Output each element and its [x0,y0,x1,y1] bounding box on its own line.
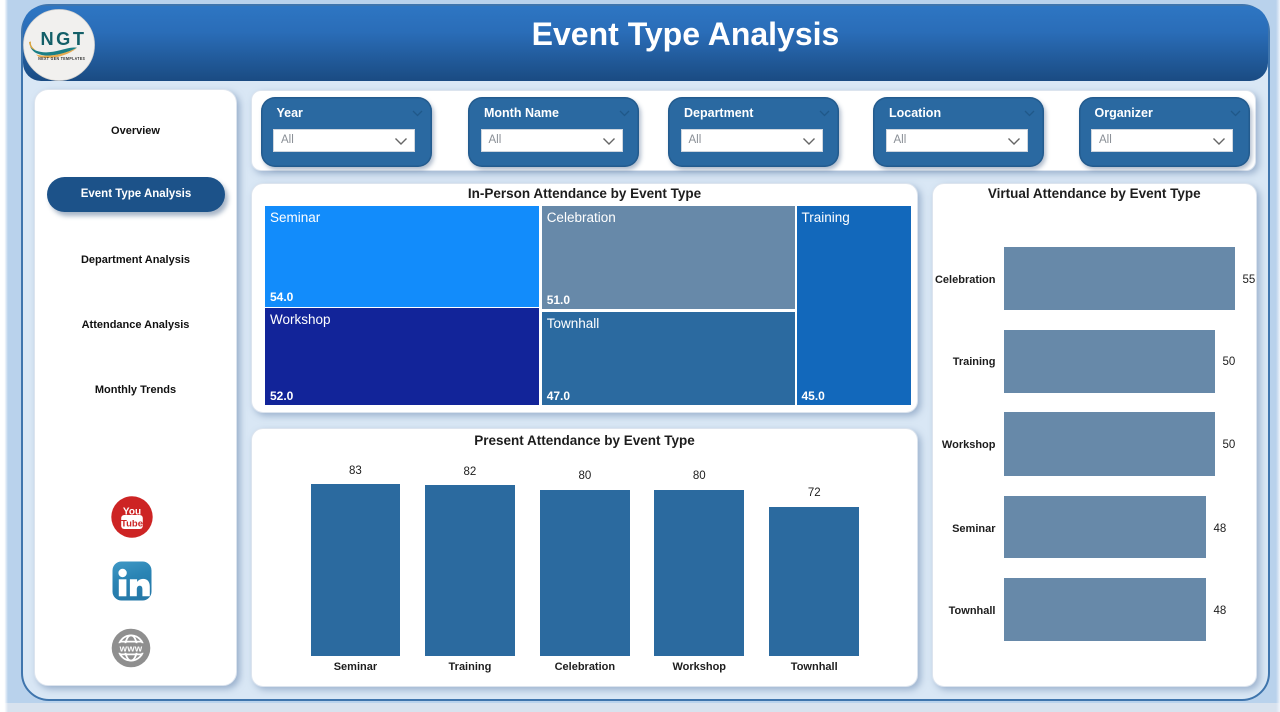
svg-text:You: You [123,506,141,517]
svg-text:NEXT GEN TEMPLATES: NEXT GEN TEMPLATES [38,56,85,61]
svg-text:Tube: Tube [121,518,143,529]
svg-text:NGT: NGT [41,29,87,49]
svg-text:www: www [119,644,143,655]
